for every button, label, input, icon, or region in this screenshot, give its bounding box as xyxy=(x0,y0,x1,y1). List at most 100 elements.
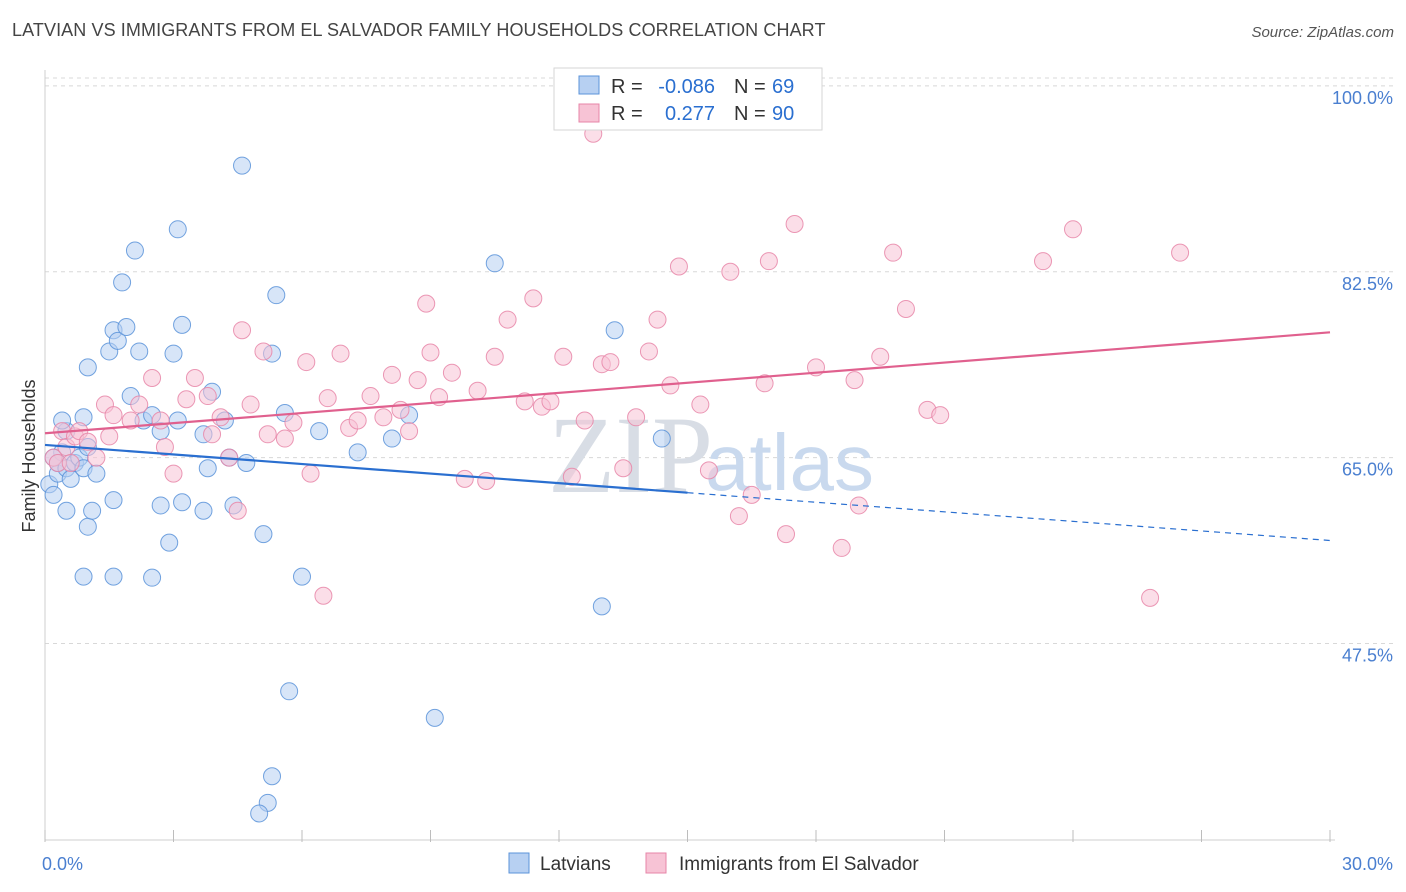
scatter-point xyxy=(87,448,106,467)
scatter-point xyxy=(515,392,534,411)
scatter-point xyxy=(164,344,183,363)
scatter-point xyxy=(485,347,504,366)
scatter-point xyxy=(254,525,273,544)
scatter-point xyxy=(104,406,123,425)
scatter-point xyxy=(83,501,102,520)
trend-line-latvians-extrapolated xyxy=(687,492,1331,542)
trend-lines xyxy=(44,331,1331,542)
legend-r-value-2: 0.277 xyxy=(665,103,715,125)
scatter-point xyxy=(896,299,915,318)
y-tick-label: 82.5% xyxy=(1342,274,1393,294)
scatter-point xyxy=(104,567,123,586)
scatter-point xyxy=(113,273,132,292)
scatter-point xyxy=(669,257,688,276)
legend-n-value-2: 90 xyxy=(772,103,794,125)
scatter-point xyxy=(361,387,380,406)
scatter-point xyxy=(168,411,187,430)
scatter-point xyxy=(408,371,427,390)
scatter-point xyxy=(228,501,247,520)
legend-box: R = -0.086 N = 69 R = 0.277 N = 90 xyxy=(553,67,823,131)
scatter-point xyxy=(832,538,851,557)
scatter-point xyxy=(78,517,97,536)
scatter-point xyxy=(721,262,740,281)
chart-title: LATVIAN VS IMMIGRANTS FROM EL SALVADOR F… xyxy=(12,20,826,40)
scatter-point xyxy=(211,408,230,427)
scatter-point xyxy=(455,469,474,488)
watermark: ZIP atlas xyxy=(548,394,874,516)
scatter-point xyxy=(168,220,187,239)
scatter-point xyxy=(605,321,624,340)
scatter-point xyxy=(785,215,804,233)
series-el-salvador xyxy=(44,124,1190,607)
tick-labels: 0.0% 30.0% 47.5% 65.0% 82.5% 100.0% xyxy=(42,88,1393,874)
scatter-point xyxy=(263,767,282,786)
scatter-point xyxy=(87,464,106,483)
scatter-point xyxy=(57,501,76,520)
x-tick-label-min: 0.0% xyxy=(42,854,83,874)
scatter-point xyxy=(627,408,646,427)
scatter-point xyxy=(318,389,337,408)
scatter-point xyxy=(652,429,671,448)
scatter-point xyxy=(845,371,864,390)
watermark-atlas: atlas xyxy=(705,418,874,507)
scatter-point xyxy=(498,310,517,329)
scatter-point xyxy=(151,411,170,430)
scatter-point xyxy=(524,289,543,308)
scatter-point xyxy=(198,387,217,406)
y-tick-label: 65.0% xyxy=(1342,460,1393,480)
scatter-point xyxy=(143,568,162,587)
scatter-point xyxy=(554,347,573,366)
scatter-point xyxy=(258,425,277,444)
scatter-point xyxy=(160,533,179,552)
series-latvians xyxy=(40,156,671,823)
scatter-point xyxy=(729,507,748,526)
scatter-point xyxy=(421,343,440,362)
scatter-point xyxy=(164,464,183,483)
scatter-point xyxy=(267,286,286,305)
scatter-point xyxy=(108,331,127,350)
scatter-point xyxy=(151,496,170,515)
scatter-point xyxy=(78,432,97,451)
scatter-point xyxy=(331,344,350,363)
x-tick-label-max: 30.0% xyxy=(1342,854,1393,874)
legend-swatch-el-salvador xyxy=(578,103,600,123)
scatter-point xyxy=(155,438,174,457)
trend-line-latvians xyxy=(44,443,688,494)
bottom-legend-swatch-el-salvador xyxy=(645,852,667,874)
legend-r-label-1: R = xyxy=(611,76,643,98)
scatter-point xyxy=(648,310,667,329)
scatter-point xyxy=(374,408,393,427)
scatter-point xyxy=(742,485,761,504)
scatter-point xyxy=(143,369,162,387)
y-tick-label: 100.0% xyxy=(1332,88,1393,108)
scatter-point xyxy=(382,365,401,384)
scatter-point xyxy=(755,374,774,393)
legend-swatch-latvians xyxy=(578,75,600,95)
scatter-point xyxy=(185,369,204,387)
scatter-point xyxy=(125,241,144,260)
scatter-point xyxy=(104,491,123,510)
scatter-point xyxy=(284,413,303,432)
scatter-point xyxy=(310,422,329,441)
scatter-point xyxy=(400,422,419,441)
scatter-point xyxy=(100,427,119,446)
scatter-point xyxy=(173,315,192,334)
scatter-point xyxy=(562,467,581,486)
scatter-point xyxy=(575,411,594,430)
scatter-point xyxy=(74,567,93,586)
scatter-point xyxy=(1141,588,1160,607)
scatter-point xyxy=(425,708,444,727)
scatter-point xyxy=(884,243,903,262)
scatter-point xyxy=(477,472,496,491)
scatter-point xyxy=(78,358,97,377)
scatter-point xyxy=(237,453,256,472)
scatter-point xyxy=(130,342,149,361)
scatter-point xyxy=(198,459,217,478)
scatter-point xyxy=(293,567,311,586)
bottom-legend: Latvians Immigrants from El Salvador xyxy=(508,852,919,875)
scatter-point xyxy=(254,342,273,361)
scatter-point xyxy=(541,392,560,411)
scatter-point xyxy=(601,353,620,372)
trend-line-el-salvador xyxy=(44,331,1331,435)
scatter-point xyxy=(871,347,890,366)
